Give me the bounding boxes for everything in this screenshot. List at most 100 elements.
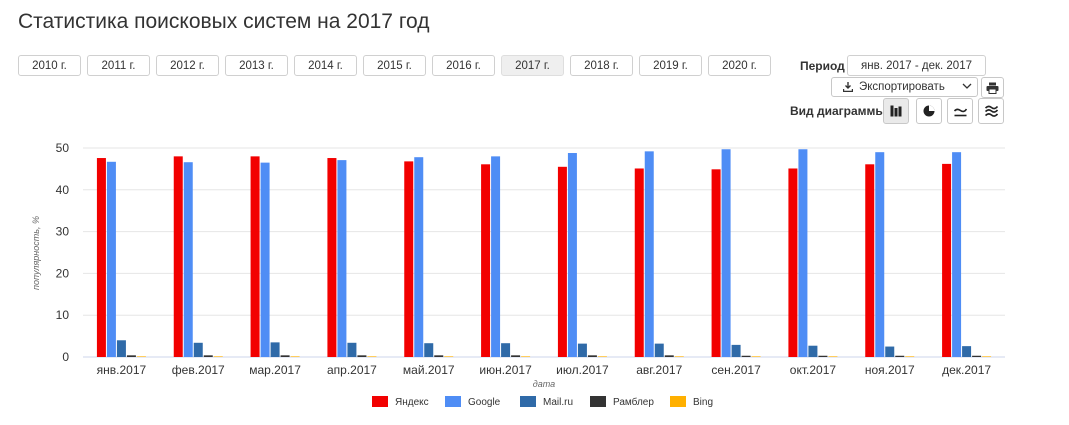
bar	[481, 164, 491, 357]
bar	[721, 149, 731, 357]
bar	[337, 160, 347, 357]
x-tick-label: июл.2017	[556, 363, 609, 377]
chart-type-area-button[interactable]	[978, 98, 1004, 124]
bar	[731, 344, 741, 357]
bar	[577, 343, 587, 357]
y-tick-label: 50	[56, 141, 70, 155]
legend-item-label: Рамблер	[613, 396, 654, 408]
bar	[952, 152, 962, 357]
bar	[327, 158, 337, 357]
year-button-2013[interactable]: 2013 г.	[225, 55, 288, 76]
bar	[567, 153, 577, 357]
legend-swatch	[670, 396, 686, 407]
y-tick-label: 20	[56, 266, 70, 280]
bar	[96, 158, 106, 357]
bar	[664, 355, 674, 357]
year-button-2016[interactable]: 2016 г.	[432, 55, 495, 76]
bar	[885, 346, 895, 357]
x-tick-label: ноя.2017	[865, 363, 915, 377]
year-button-2011[interactable]: 2011 г.	[87, 55, 150, 76]
period-picker[interactable]: янв. 2017 - дек. 2017	[847, 55, 986, 76]
bar	[788, 168, 798, 357]
x-tick-label: сен.2017	[711, 363, 761, 377]
x-tick-label: фев.2017	[172, 363, 225, 377]
year-button-2019[interactable]: 2019 г.	[639, 55, 702, 76]
bar	[404, 161, 414, 357]
legend-item-label: Яндекс	[395, 397, 429, 408]
legend-item-label: Mail.ru	[543, 397, 573, 408]
bar	[587, 355, 597, 357]
printer-icon	[986, 82, 999, 94]
x-tick-label: июн.2017	[479, 363, 532, 377]
bar	[444, 356, 454, 357]
year-button-2010[interactable]: 2010 г.	[18, 55, 81, 76]
bar	[260, 162, 270, 357]
legend-item-label: Google	[468, 397, 501, 408]
bar	[434, 355, 444, 357]
page-title: Статистика поисковых систем на 2017 год	[18, 10, 430, 33]
export-dropdown[interactable]: Экспортировать	[831, 77, 978, 97]
x-tick-label: авг.2017	[636, 363, 682, 377]
x-tick-label: мар.2017	[249, 363, 301, 377]
bar	[424, 343, 434, 357]
bar	[557, 166, 567, 357]
chart-type-line-button[interactable]	[947, 98, 973, 124]
x-tick-label: окт.2017	[790, 363, 837, 377]
year-selector: 2010 г. 2011 г. 2012 г. 2013 г. 2014 г. 2015 …	[18, 55, 777, 76]
bar	[290, 356, 300, 357]
year-button-2012[interactable]: 2012 г.	[156, 55, 219, 76]
bar	[597, 356, 607, 357]
y-tick-label: 40	[56, 183, 70, 197]
bar	[982, 356, 992, 357]
year-button-2017[interactable]: 2017 г.	[501, 55, 564, 76]
legend-swatch	[520, 396, 536, 407]
bar	[962, 346, 972, 357]
year-button-2015[interactable]: 2015 г.	[363, 55, 426, 76]
chart-type-pie-button[interactable]	[916, 98, 942, 124]
bar	[173, 156, 183, 357]
year-button-2014[interactable]: 2014 г.	[294, 55, 357, 76]
area-chart-icon	[984, 105, 998, 117]
bar	[280, 355, 290, 357]
bar	[711, 169, 721, 357]
y-tick-label: 10	[56, 308, 70, 322]
y-tick-label: 0	[62, 350, 69, 364]
bar	[347, 342, 357, 357]
bar	[875, 152, 885, 357]
x-tick-label: янв.2017	[97, 363, 147, 377]
x-axis-title: дата	[533, 379, 555, 389]
x-tick-label: май.2017	[403, 363, 455, 377]
bar	[741, 355, 751, 357]
bar-chart-icon	[890, 105, 902, 117]
bar	[183, 162, 193, 357]
legend-swatch	[372, 396, 388, 407]
print-button[interactable]	[981, 77, 1004, 98]
bar	[367, 356, 377, 357]
bar	[116, 340, 126, 357]
legend-item-label: Bing	[693, 397, 713, 408]
bar	[357, 355, 367, 357]
bar	[193, 342, 203, 357]
bar	[865, 164, 875, 357]
year-button-2018[interactable]: 2018 г.	[570, 55, 633, 76]
line-chart-icon	[953, 108, 967, 117]
bar	[654, 343, 664, 357]
period-label: Период	[800, 59, 845, 73]
bar	[213, 356, 223, 357]
year-button-2020[interactable]: 2020 г.	[708, 55, 771, 76]
bar	[674, 356, 684, 357]
pie-chart-icon	[923, 105, 935, 117]
chart-type-bar-button[interactable]	[883, 98, 909, 124]
bar	[634, 168, 644, 357]
download-icon	[843, 82, 853, 92]
bar	[644, 151, 654, 357]
chart-type-label: Вид диаграммы:	[790, 104, 890, 118]
bar	[521, 356, 531, 357]
bar	[106, 161, 116, 357]
bar	[203, 355, 213, 357]
bar	[250, 156, 260, 357]
chevron-down-icon	[962, 81, 972, 94]
bar	[270, 342, 280, 357]
bar	[818, 355, 828, 357]
bar	[511, 355, 521, 357]
